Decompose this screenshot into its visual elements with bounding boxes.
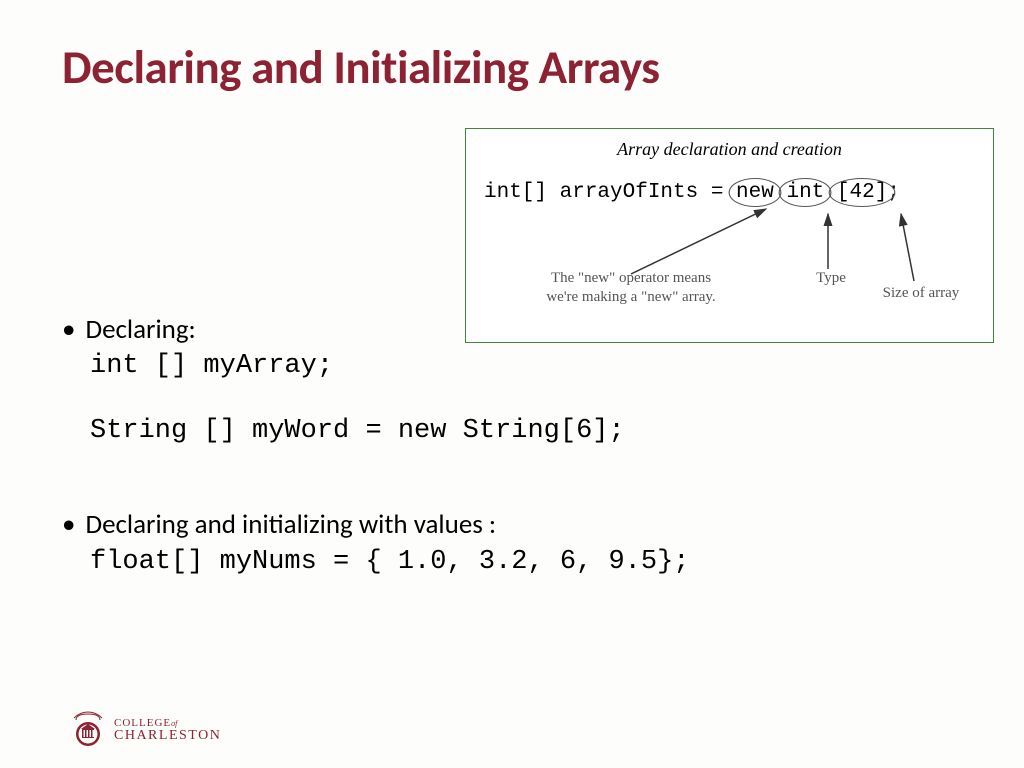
footer-of: of (171, 719, 177, 728)
footer-line2: CHARLESTON (114, 729, 221, 742)
slide-title: Declaring and Initializing Arrays (62, 38, 660, 96)
footer-line1: COLLEGE (114, 717, 171, 729)
bullet-dot: • (62, 312, 75, 348)
bullet-dot: • (62, 507, 75, 543)
slide-body: • Declaring: int [] myArray; String [] m… (62, 312, 690, 580)
code-line: int [] myArray; (90, 348, 690, 384)
code-line: float[] myNums = { 1.0, 3.2, 6, 9.5}; (90, 544, 690, 580)
footer-logo: COLLEGEof CHARLESTON (72, 710, 221, 748)
bullet-label: Declaring: (85, 312, 195, 348)
bullet-item: • Declaring and initializing with values… (62, 507, 690, 543)
diagram-box: Array declaration and creation int[] arr… (465, 128, 994, 343)
annotation-size: Size of array (881, 284, 961, 303)
college-wordmark: COLLEGEof CHARLESTON (114, 716, 221, 743)
annotation-type: Type (801, 269, 861, 288)
code-line: String [] myWord = new String[6]; (90, 413, 690, 449)
bullet-label: Declaring and initializing with values : (85, 507, 496, 543)
annotation-new-operator: The "new" operator means we're making a … (546, 269, 716, 307)
college-seal-icon (72, 710, 104, 748)
bullet-item: • Declaring: (62, 312, 690, 348)
